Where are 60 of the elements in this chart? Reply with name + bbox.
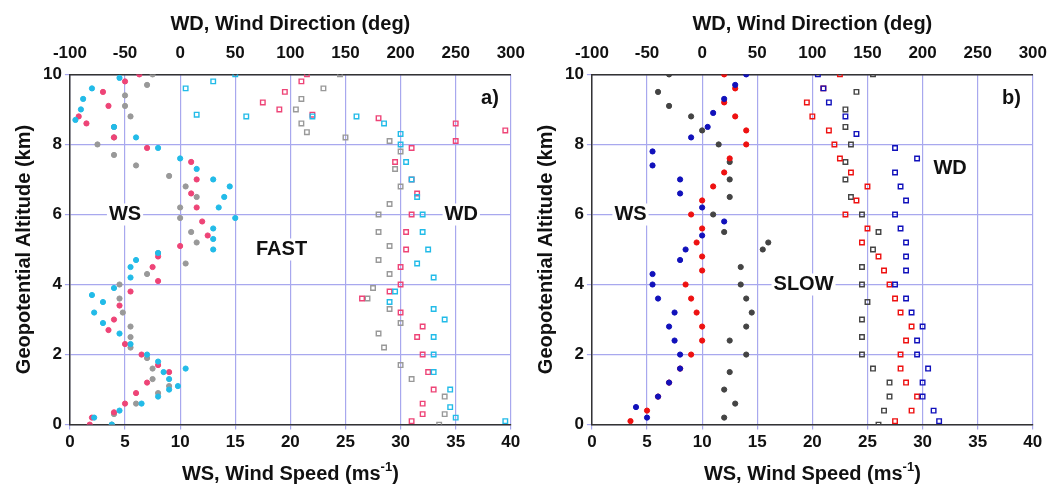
x-tick-label: 0 bbox=[587, 432, 597, 452]
x2-tick-label: 0 bbox=[175, 42, 185, 62]
x2-tick-label: 100 bbox=[798, 42, 827, 62]
y-tick-label: 10 bbox=[564, 64, 584, 84]
x2-tick-label: 50 bbox=[747, 42, 767, 62]
x-tick-label: 25 bbox=[336, 432, 355, 452]
x-tick-label: 5 bbox=[120, 432, 130, 452]
x2-tick-label: -100 bbox=[574, 42, 609, 62]
y-tick-label: 10 bbox=[42, 64, 62, 84]
annotation: WD bbox=[444, 202, 478, 224]
y-tick-label: 4 bbox=[574, 274, 585, 294]
annotation: WD bbox=[933, 156, 967, 179]
x-tick-label: 10 bbox=[692, 432, 712, 452]
x2-tick-label: 200 bbox=[386, 42, 415, 62]
x-tick-label: 15 bbox=[747, 432, 767, 452]
y-tick-label: 4 bbox=[52, 274, 63, 294]
x-tick-label: 35 bbox=[968, 432, 988, 452]
annotation: b) bbox=[1001, 85, 1021, 108]
y-tick-label: 2 bbox=[574, 344, 584, 364]
annotation: WS bbox=[614, 202, 647, 224]
annotation: FAST bbox=[255, 237, 308, 260]
y-tick-label: 6 bbox=[574, 204, 584, 224]
y-tick-label: 0 bbox=[574, 414, 584, 434]
x-tick-label: 20 bbox=[280, 432, 300, 452]
y-axis-title: Geopotential Altitude (km) bbox=[533, 124, 556, 375]
x2-tick-label: 150 bbox=[331, 42, 360, 62]
x2-tick-label: 300 bbox=[496, 42, 526, 62]
x2-tick-label: 250 bbox=[963, 42, 992, 62]
x-tick-label: 0 bbox=[65, 432, 75, 452]
y-tick-label: 2 bbox=[52, 344, 62, 364]
y-tick-label: 8 bbox=[574, 134, 584, 154]
x-tick-label: 20 bbox=[802, 432, 822, 452]
x-tick-label: 25 bbox=[858, 432, 877, 452]
x2-tick-label: 0 bbox=[697, 42, 707, 62]
x-tick-label: 15 bbox=[225, 432, 245, 452]
y-tick-label: 6 bbox=[52, 204, 62, 224]
x-tick-label: 30 bbox=[913, 432, 933, 452]
x-tick-label: 30 bbox=[391, 432, 411, 452]
y-axis-title: Geopotential Altitude (km) bbox=[11, 124, 34, 375]
annotation: WS bbox=[108, 202, 142, 224]
x2-tick-label: 100 bbox=[276, 42, 305, 62]
annotation: SLOW bbox=[773, 272, 834, 295]
x2-axis-title: WD, Wind Direction (deg) bbox=[170, 11, 411, 34]
x2-tick-label: 250 bbox=[441, 42, 470, 62]
x2-tick-label: 150 bbox=[853, 42, 882, 62]
x-tick-label: 10 bbox=[170, 432, 190, 452]
x-tick-label: 40 bbox=[501, 432, 521, 452]
x2-tick-label: 300 bbox=[1018, 42, 1048, 62]
x-tick-label: 35 bbox=[446, 432, 466, 452]
annotation: a) bbox=[481, 85, 499, 108]
y-tick-label: 8 bbox=[52, 134, 62, 154]
x2-tick-label: -50 bbox=[112, 42, 138, 62]
y-tick-label: 0 bbox=[52, 414, 62, 434]
x2-tick-label: 200 bbox=[908, 42, 937, 62]
x2-tick-label: 50 bbox=[225, 42, 245, 62]
x-tick-label: 5 bbox=[642, 432, 652, 452]
x2-tick-label: -100 bbox=[52, 42, 87, 62]
x-tick-label: 40 bbox=[1023, 432, 1043, 452]
x2-tick-label: -50 bbox=[634, 42, 660, 62]
x2-axis-title: WD, Wind Direction (deg) bbox=[692, 11, 933, 34]
